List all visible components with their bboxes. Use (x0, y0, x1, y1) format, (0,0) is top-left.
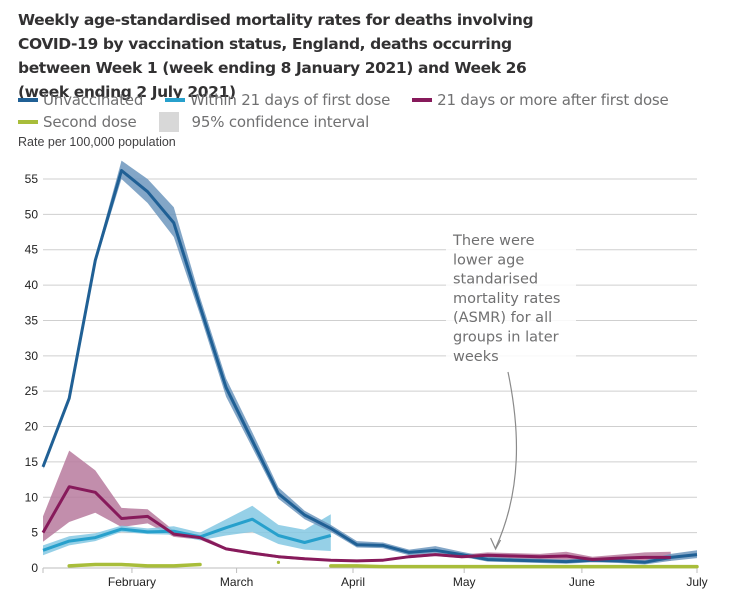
y-tick-label: 10 (25, 490, 39, 504)
legend-item-within-21-days[interactable]: Within 21 days of first dose (165, 91, 390, 109)
x-axis: February March April May June July (42, 567, 708, 589)
legend-swatch-within-21-days (165, 98, 186, 102)
annotation-text-line: weeks (453, 349, 499, 365)
y-axis-ticks: 0 5 10 15 20 25 30 35 40 45 50 55 (25, 172, 39, 575)
y-tick-label: 40 (25, 278, 39, 292)
x-tick-label: June (569, 575, 595, 589)
annotation-text-line: lower age (453, 252, 524, 268)
line-unvaccinated (41, 169, 698, 564)
y-tick-label: 15 (25, 455, 39, 469)
x-tick-label: March (220, 575, 253, 589)
annotation-arrow (495, 371, 518, 549)
ci-band-within-21-days-of-first-dose (43, 505, 331, 556)
legend-swatch-unvaccinated (18, 98, 38, 102)
line-second-dose (329, 564, 699, 569)
annotation-text-line: (ASMR) for all (453, 310, 552, 326)
legend-label: Unvaccinated (43, 91, 144, 109)
legend-swatch-confidence-interval (158, 112, 179, 132)
annotation-text-line: mortality rates (453, 291, 560, 307)
legend-label: 95% confidence interval (191, 113, 370, 131)
legend-swatch-second-dose (18, 120, 38, 124)
y-tick-label: 35 (25, 313, 39, 327)
y-axis-label: Rate per 100,000 population (18, 135, 176, 149)
annotation-text-line: There were (452, 233, 535, 249)
legend-label: 21 days or more after first dose (437, 91, 669, 109)
ci-band-unvaccinated (43, 160, 697, 565)
confidence-bands (43, 160, 697, 565)
series-lines (41, 169, 699, 569)
y-tick-label: 55 (25, 172, 39, 186)
x-tick-label: July (686, 575, 707, 589)
line-21-days-or-more-after-first-dose (41, 485, 671, 563)
annotation-text-line: groups in later (453, 330, 559, 346)
legend: Unvaccinated Within 21 days of first dos… (18, 89, 738, 133)
y-tick-label: 50 (25, 207, 39, 221)
y-tick-label: 5 (31, 526, 38, 540)
annotation-arrowhead (490, 537, 502, 551)
x-tick-label: May (453, 575, 476, 589)
annotation-background (446, 226, 576, 366)
annotation: There were lower age standarised mortality … (446, 226, 576, 551)
line-point-second-dose (276, 560, 281, 564)
line-second-dose (67, 562, 202, 568)
legend-label: Within 21 days of first dose (190, 91, 391, 109)
y-tick-label: 20 (25, 420, 39, 434)
y-tick-label: 0 (31, 561, 38, 575)
x-tick-label: April (341, 575, 365, 589)
legend-item-confidence-interval[interactable]: 95% confidence interval (158, 112, 370, 132)
annotation-text-line: standarised (453, 272, 538, 288)
legend-label: Second dose (43, 113, 137, 131)
chart-title: Weekly age-standardised mortality rates … (18, 11, 534, 101)
y-tick-label: 30 (25, 349, 39, 363)
legend-item-second-dose[interactable]: Second dose (18, 113, 137, 131)
legend-item-21-days-or-more[interactable]: 21 days or more after first dose (412, 91, 669, 109)
x-tick-label: February (108, 575, 156, 589)
line-within-21-days-of-first-dose (42, 517, 332, 552)
y-tick-label: 45 (25, 243, 39, 257)
y-tick-label: 25 (25, 384, 39, 398)
gridlines (43, 178, 697, 534)
legend-item-unvaccinated[interactable]: Unvaccinated (18, 91, 143, 109)
legend-swatch-21-days-or-more (412, 98, 433, 102)
